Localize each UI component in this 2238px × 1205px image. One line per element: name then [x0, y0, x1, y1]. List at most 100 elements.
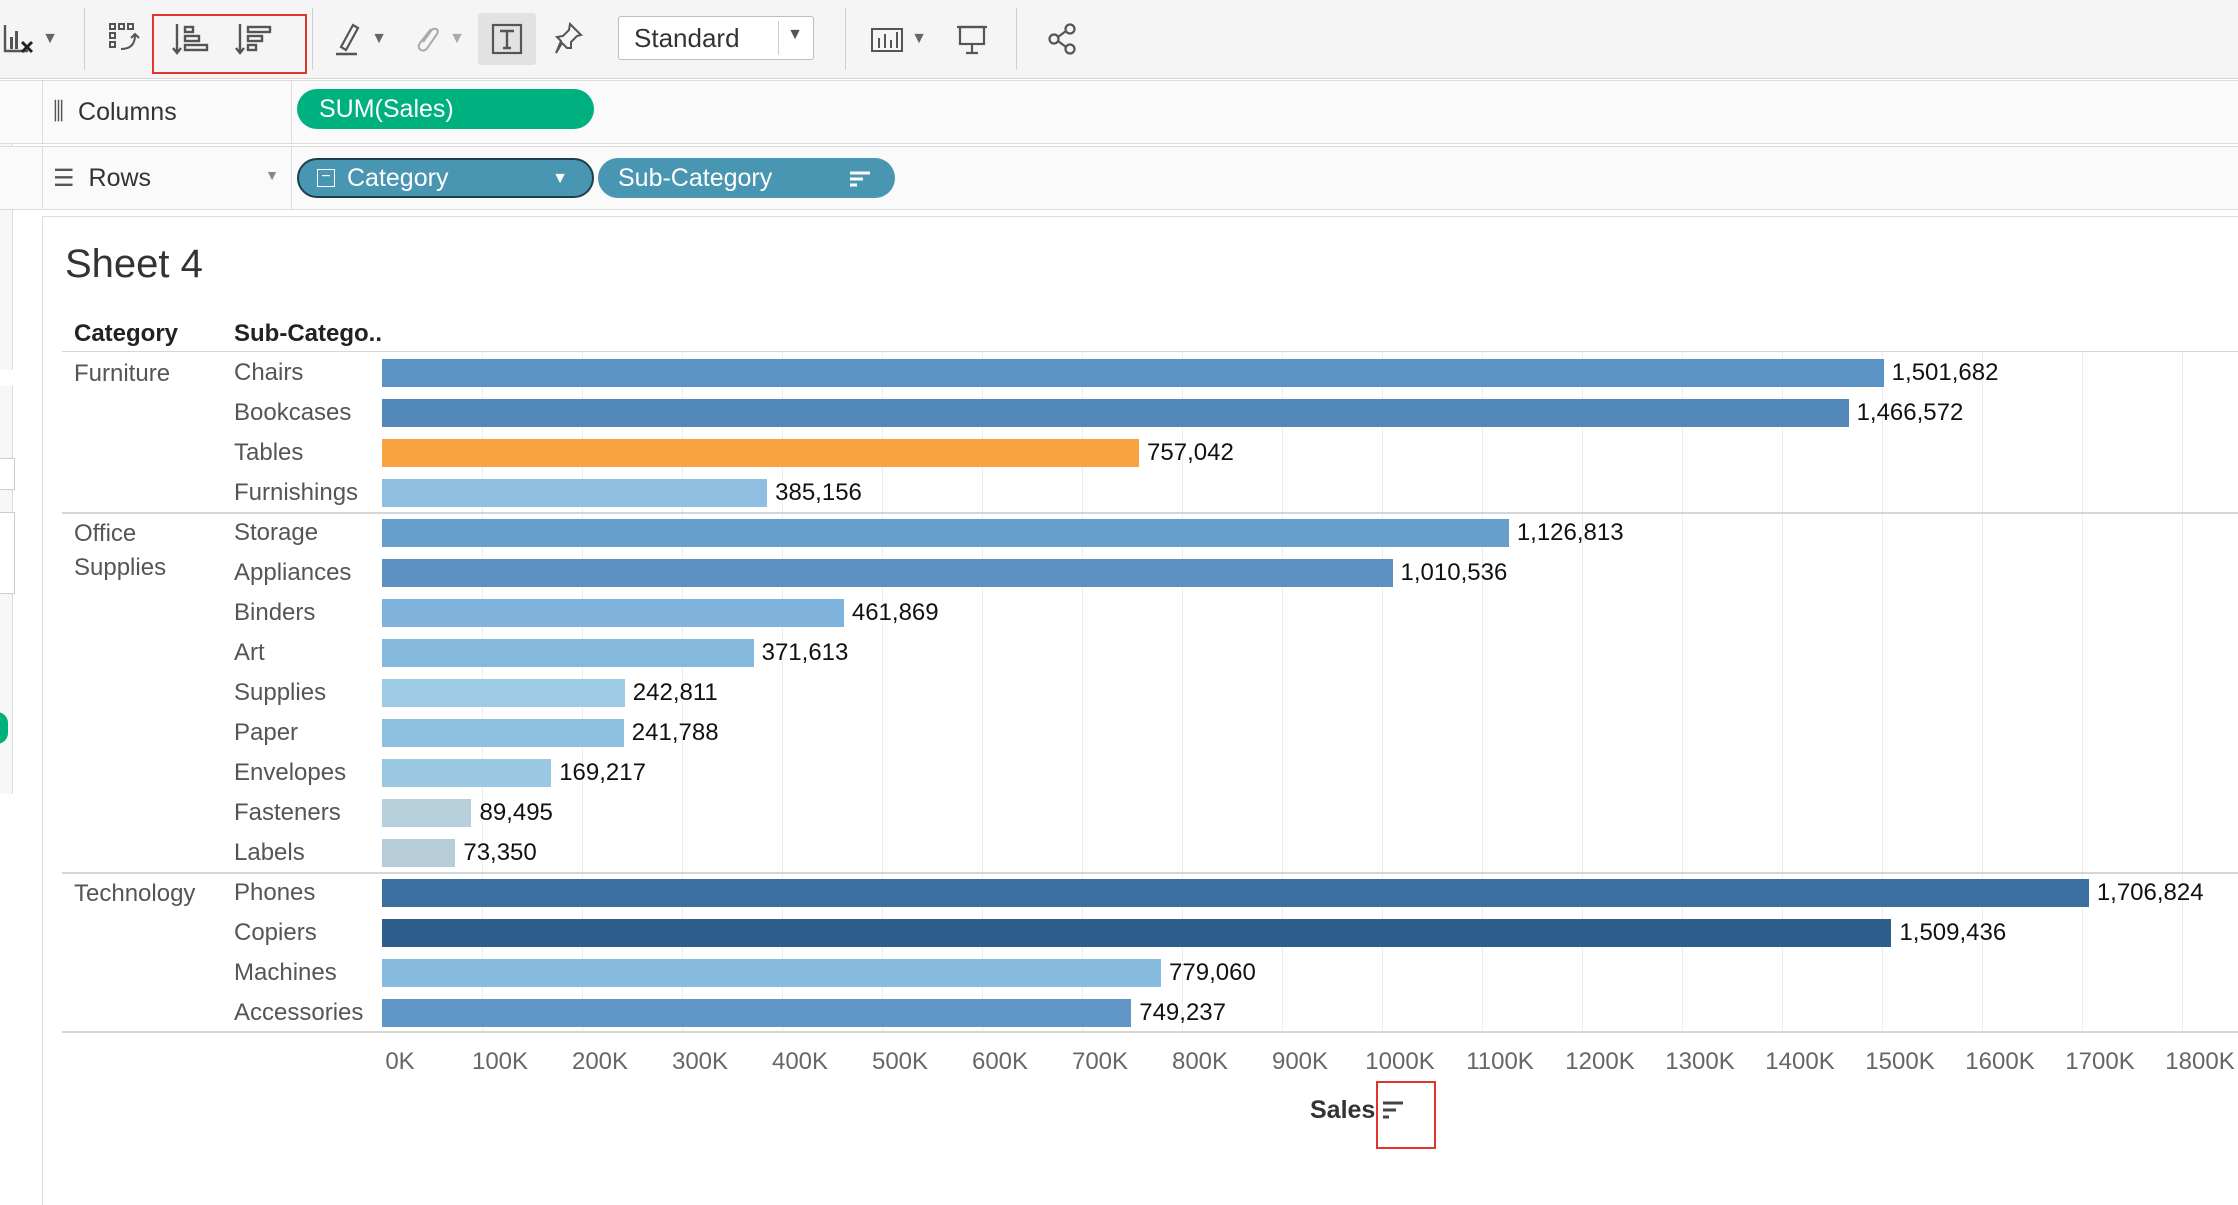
grid-line — [1682, 352, 1683, 1032]
category-label[interactable]: Supplies — [74, 554, 167, 581]
subcategory-label[interactable]: Appliances — [234, 559, 352, 586]
category-label[interactable]: Technology — [74, 880, 196, 907]
bar[interactable] — [382, 759, 552, 787]
pill-label: Sub-Category — [618, 163, 773, 192]
show-me-icon[interactable]: ▼ — [862, 13, 934, 65]
x-tick-label: 0K — [385, 1048, 415, 1075]
subcategory-label[interactable]: Chairs — [234, 359, 304, 386]
subcategory-label[interactable]: Paper — [234, 719, 299, 746]
grid-line — [682, 352, 683, 1032]
x-tick-label: 500K — [871, 1048, 929, 1075]
x-tick-label: 800K — [1171, 1048, 1229, 1075]
rows-shelf-label: ☰ Rows ▼ — [42, 147, 292, 209]
group-divider — [62, 872, 2238, 874]
toolbar-separator — [84, 8, 85, 70]
chevron-down-icon[interactable]: ▼ — [265, 167, 279, 183]
bar[interactable] — [382, 599, 844, 627]
toolbar-separator — [312, 8, 313, 70]
header-subcategory[interactable]: Sub-Catego.. — [234, 320, 382, 347]
chevron-down-icon: ▼ — [787, 26, 803, 43]
pill-sub-category[interactable]: Sub-Category — [598, 158, 895, 198]
bar[interactable] — [382, 519, 1509, 547]
bar[interactable] — [382, 719, 624, 747]
bar[interactable] — [382, 959, 1162, 987]
sort-descending-icon[interactable] — [1381, 1100, 1405, 1122]
pill-label: Category — [347, 163, 449, 192]
category-label[interactable]: Furniture — [74, 360, 171, 387]
x-tick-label: 1300K — [1665, 1048, 1735, 1075]
subcategory-label[interactable]: Supplies — [234, 679, 327, 706]
highlight-icon[interactable]: ▼ — [326, 13, 394, 65]
group-members-icon[interactable]: ▼ — [404, 13, 472, 65]
collapse-icon[interactable]: − — [317, 169, 335, 187]
bar[interactable] — [382, 919, 1892, 947]
subcategory-label[interactable]: Furnishings — [234, 479, 359, 506]
grid-line — [2082, 352, 2083, 1032]
data-label: 1,466,572 — [1856, 399, 1964, 426]
pill-category[interactable]: − Category ▼ — [297, 158, 594, 198]
axis-line — [62, 1031, 2238, 1033]
bar[interactable] — [382, 439, 1140, 467]
subcategory-label[interactable]: Storage — [234, 519, 319, 546]
subcategory-label[interactable]: Fasteners — [234, 799, 341, 826]
presentation-mode-icon[interactable] — [948, 13, 996, 65]
data-label: 779,060 — [1169, 959, 1256, 986]
grid-line — [1482, 352, 1483, 1032]
data-label: 73,350 — [463, 839, 537, 866]
card-dropdown-edge[interactable] — [0, 458, 15, 490]
x-tick-label: 700K — [1071, 1048, 1129, 1075]
grid-line — [1382, 352, 1383, 1032]
swap-rows-columns-icon[interactable] — [102, 13, 148, 65]
bar[interactable] — [382, 639, 754, 667]
x-tick-label: 1500K — [1865, 1048, 1935, 1075]
card-pill-edge[interactable] — [0, 712, 8, 744]
bar[interactable] — [382, 559, 1393, 587]
chevron-down-icon[interactable]: ▼ — [552, 170, 568, 187]
subcategory-label[interactable]: Bookcases — [234, 399, 352, 426]
share-icon[interactable] — [1040, 13, 1086, 65]
x-axis-title-text: Sales — [1310, 1096, 1376, 1124]
bar[interactable] — [382, 999, 1132, 1027]
subcategory-label[interactable]: Tables — [234, 439, 304, 466]
show-mark-labels-icon[interactable] — [478, 13, 536, 65]
data-label: 461,869 — [851, 599, 939, 626]
row-divider — [62, 351, 2238, 352]
clear-sheet-icon[interactable]: ▼ — [0, 13, 60, 65]
pill-label: SUM(Sales) — [319, 94, 454, 123]
sort-descending-icon[interactable] — [228, 13, 280, 65]
bar[interactable] — [382, 679, 625, 707]
card-field-edge[interactable] — [0, 512, 15, 594]
grid-line — [1282, 352, 1283, 1032]
bar[interactable] — [382, 879, 2089, 907]
subcategory-label[interactable]: Envelopes — [234, 759, 347, 786]
pill-sum-sales[interactable]: SUM(Sales) — [297, 89, 594, 129]
subcategory-label[interactable]: Art — [234, 639, 265, 666]
bar[interactable] — [382, 359, 1884, 387]
toolbar-separator — [1016, 8, 1017, 70]
fix-axes-icon[interactable] — [546, 13, 592, 65]
marks-fit-select-value: Standard — [634, 22, 740, 53]
data-label: 1,126,813 — [1516, 519, 1624, 546]
subcategory-label[interactable]: Binders — [234, 599, 316, 626]
subcategory-label[interactable]: Machines — [234, 959, 337, 986]
grid-line — [1582, 352, 1583, 1032]
x-tick-label: 100K — [471, 1048, 529, 1075]
category-label[interactable]: Office — [74, 520, 137, 547]
data-label: 241,788 — [631, 719, 719, 746]
grid-line — [782, 352, 783, 1032]
subcategory-label[interactable]: Accessories — [234, 999, 364, 1026]
bar[interactable] — [382, 479, 768, 507]
grid-line — [1882, 352, 1883, 1032]
bar[interactable] — [382, 839, 456, 867]
sort-buttons-highlight — [152, 14, 307, 74]
sort-ascending-icon[interactable] — [165, 13, 217, 65]
x-tick-label: 600K — [971, 1048, 1029, 1075]
subcategory-label[interactable]: Labels — [234, 839, 305, 866]
bar[interactable] — [382, 399, 1849, 427]
subcategory-label[interactable]: Copiers — [234, 919, 317, 946]
x-axis-title[interactable]: Sales — [1310, 1096, 1403, 1125]
subcategory-label[interactable]: Phones — [234, 879, 316, 906]
header-category[interactable]: Category — [74, 320, 179, 347]
bar[interactable] — [382, 799, 472, 827]
marks-fit-select[interactable]: Standard ▼ — [618, 16, 814, 60]
